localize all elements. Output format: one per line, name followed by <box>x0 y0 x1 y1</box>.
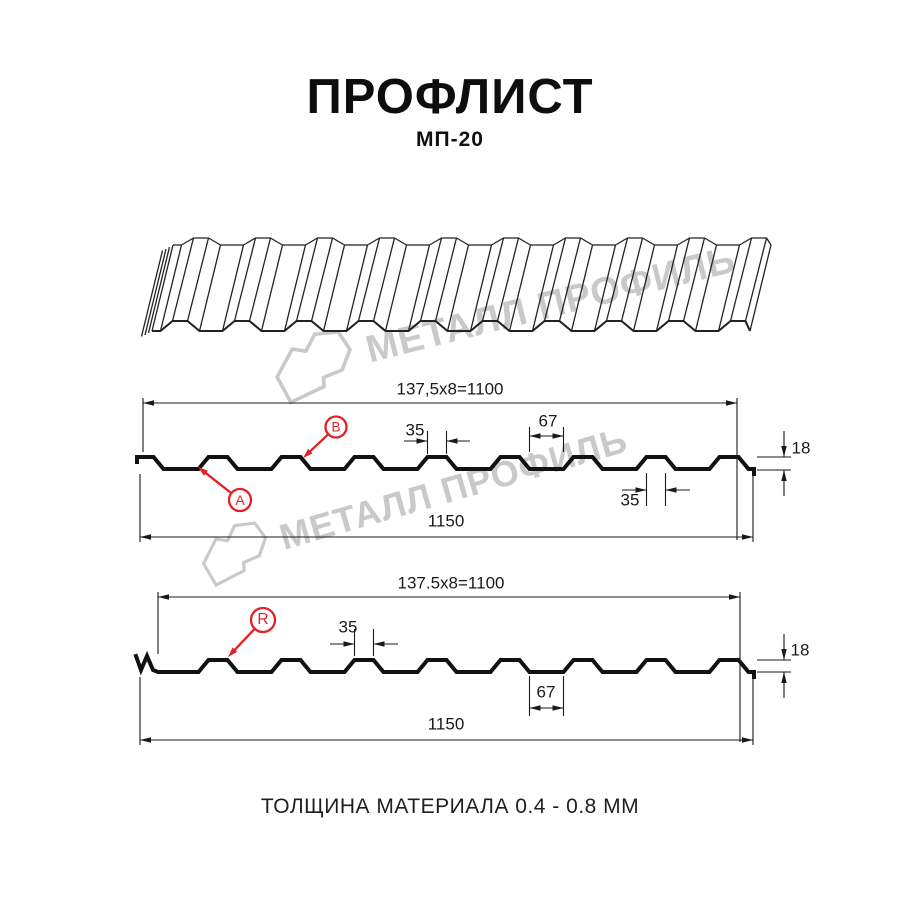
dim-pitch-top: 137,5x8=1100 <box>396 379 504 399</box>
dim-rib-width-bottom: 35 <box>338 617 358 637</box>
callout-circle-r <box>249 606 277 634</box>
callout-label-r: R <box>257 611 269 628</box>
dim-groove-top: 67 <box>538 411 558 431</box>
dimension-lines-top <box>139 398 791 542</box>
page-subtitle: МП-20 <box>416 128 484 151</box>
dim-height-top: 18 <box>791 438 811 458</box>
page-title: ПРОФЛИСТ <box>306 70 594 124</box>
callout-markers <box>198 415 348 657</box>
dim-pitch-bottom: 137.5x8=1100 <box>397 573 505 593</box>
dim-height-bottom: 18 <box>790 640 810 660</box>
profile-section-bottom <box>133 592 791 745</box>
callout-label-b: B <box>331 419 341 435</box>
dim-overall-top: 1150 <box>427 511 465 531</box>
callout-circle-b <box>324 415 348 439</box>
dimension-arrowheads <box>140 400 787 743</box>
dim-rib-width-top-right: 35 <box>620 490 640 510</box>
dim-groove-bottom: 67 <box>536 682 556 702</box>
footer-note: ТОЛЩИНА МАТЕРИАЛА 0.4 - 0.8 ММ <box>260 795 640 818</box>
dimension-lines-bottom <box>139 592 791 745</box>
profile-section-top <box>135 398 791 542</box>
callout-label-a: A <box>235 492 245 508</box>
dim-overall-bottom: 1150 <box>427 714 465 734</box>
profiled-sheet-3d-view <box>140 237 772 337</box>
callout-circle-a <box>227 487 253 513</box>
dim-rib-width-top: 35 <box>405 420 425 440</box>
